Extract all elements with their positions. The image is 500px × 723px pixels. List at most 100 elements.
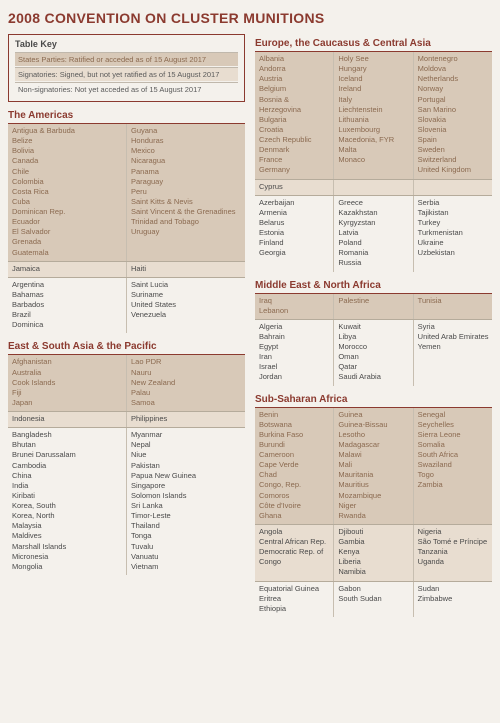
country-cell: Uruguay	[131, 227, 242, 237]
country-subcolumn: Haiti	[126, 262, 245, 277]
country-subcolumn: DjiboutiGambiaKenyaLiberiaNamibia	[333, 525, 412, 581]
country-cell: Cameroon	[259, 450, 330, 460]
key-ratified: States Parties: Ratified or acceded as o…	[15, 52, 238, 66]
country-cell: Pakistan	[131, 461, 242, 471]
band-signatory: JamaicaHaiti	[8, 261, 245, 277]
key-signatory: Signatories: Signed, but not yet ratifie…	[15, 67, 238, 81]
country-cell: Equatorial Guinea	[259, 584, 330, 594]
country-cell: Singapore	[131, 481, 242, 491]
country-cell: Micronesia	[12, 552, 123, 562]
country-cell: Germany	[259, 165, 330, 175]
band-nonsig: AzerbaijanArmeniaBelarusEstoniaFinlandGe…	[255, 195, 492, 272]
country-cell: Russia	[338, 258, 409, 268]
country-cell: Qatar	[338, 362, 409, 372]
country-cell: Nigeria	[418, 527, 489, 537]
country-subcolumn: KuwaitLibyaMoroccoOmanQatarSaudi Arabia	[333, 320, 412, 386]
country-cell: Colombia	[12, 177, 123, 187]
country-cell: Albania	[259, 54, 330, 64]
country-cell: Malta	[338, 145, 409, 155]
country-cell: Côte d'Ivoire	[259, 501, 330, 511]
country-cell: Swaziland	[418, 460, 489, 470]
country-cell: Uzbekistan	[418, 248, 489, 258]
country-cell: France	[259, 155, 330, 165]
country-cell: Gabon	[338, 584, 409, 594]
country-cell: South Sudan	[338, 594, 409, 604]
country-cell: Belgium	[259, 84, 330, 94]
country-cell: Saint Lucia	[131, 280, 242, 290]
key-nonsig: Non-signatories: Not yet acceded as of 1…	[15, 82, 238, 96]
region-title-europe: Europe, the Caucasus & Central Asia	[255, 38, 492, 49]
country-cell: Mozambique	[338, 491, 409, 501]
band-ratified: Antigua & BarbudaBelizeBoliviaCanadaChil…	[8, 124, 245, 261]
region-title-americas: The Americas	[8, 110, 245, 121]
country-cell: Peru	[131, 187, 242, 197]
main-columns: Table Key States Parties: Ratified or ac…	[8, 34, 492, 625]
country-cell: Azerbaijan	[259, 198, 330, 208]
country-subcolumn	[333, 180, 412, 195]
country-cell: Mauritius	[338, 480, 409, 490]
country-cell: Latvia	[338, 228, 409, 238]
country-cell: Brunei Darussalam	[12, 450, 123, 460]
country-cell: Sri Lanka	[131, 501, 242, 511]
country-subcolumn: NigeriaSão Tomé e PríncipeTanzaniaUganda	[413, 525, 492, 581]
country-cell: India	[12, 481, 123, 491]
band-nonsig: AlgeriaBahrainEgyptIranIsraelJordanKuwai…	[255, 319, 492, 386]
region-europe: AlbaniaAndorraAustriaBelgiumBosnia & Her…	[255, 51, 492, 272]
country-cell: Guinea	[338, 410, 409, 420]
country-cell: China	[12, 471, 123, 481]
country-cell: Eritrea	[259, 594, 330, 604]
country-cell: Vietnam	[131, 562, 242, 572]
country-subcolumn: GuineaGuinea-BissauLesothoMadagascarMala…	[333, 408, 412, 524]
country-subcolumn: Lao PDRNauruNew ZealandPalauSamoa	[126, 355, 245, 411]
country-cell: Hungary	[338, 64, 409, 74]
country-cell: Malawi	[338, 450, 409, 460]
country-subcolumn: SenegalSeychellesSierra LeoneSomaliaSout…	[413, 408, 492, 524]
country-cell: Indonesia	[12, 414, 123, 424]
country-cell: Belize	[12, 136, 123, 146]
country-cell: Samoa	[131, 398, 242, 408]
country-cell: Niger	[338, 501, 409, 511]
country-cell: Tunisia	[418, 296, 489, 306]
country-subcolumn: AlbaniaAndorraAustriaBelgiumBosnia & Her…	[255, 52, 333, 179]
country-cell: Portugal	[418, 95, 489, 105]
country-cell: Zambia	[418, 480, 489, 490]
country-subcolumn: Holy SeeHungaryIcelandIrelandItalyLiecht…	[333, 52, 412, 179]
country-cell: Guyana	[131, 126, 242, 136]
country-cell: San Marino	[418, 105, 489, 115]
country-cell: United States	[131, 300, 242, 310]
country-cell: Italy	[338, 95, 409, 105]
region-title-mena: Middle East & North Africa	[255, 280, 492, 291]
country-cell: Georgia	[259, 248, 330, 258]
country-cell: Papua New Guinea	[131, 471, 242, 481]
left-column: Table Key States Parties: Ratified or ac…	[8, 34, 245, 625]
country-cell: Chad	[259, 470, 330, 480]
country-cell: Haiti	[131, 264, 242, 274]
country-cell: Philippines	[131, 414, 242, 424]
country-cell: Israel	[259, 362, 330, 372]
country-cell: Spain	[418, 135, 489, 145]
country-cell: Australia	[12, 368, 123, 378]
country-cell: Estonia	[259, 228, 330, 238]
country-cell: Korea, South	[12, 501, 123, 511]
country-cell: Lesotho	[338, 430, 409, 440]
country-cell: Myanmar	[131, 430, 242, 440]
country-cell: Lebanon	[259, 306, 330, 316]
country-cell: Antigua & Barbuda	[12, 126, 123, 136]
country-cell: Poland	[338, 238, 409, 248]
country-cell: Bangladesh	[12, 430, 123, 440]
country-cell: Comoros	[259, 491, 330, 501]
country-cell: Vanuatu	[131, 552, 242, 562]
country-subcolumn: BeninBotswanaBurkina FasoBurundiCameroon…	[255, 408, 333, 524]
country-cell: Algeria	[259, 322, 330, 332]
country-subcolumn: Antigua & BarbudaBelizeBoliviaCanadaChil…	[8, 124, 126, 261]
country-cell: New Zealand	[131, 378, 242, 388]
country-cell: Malaysia	[12, 521, 123, 531]
band-signatory: Cyprus	[255, 179, 492, 195]
country-subcolumn: Tunisia	[413, 294, 492, 319]
country-cell: Saudi Arabia	[338, 372, 409, 382]
country-cell: Turkmenistan	[418, 228, 489, 238]
country-cell: Turkey	[418, 218, 489, 228]
country-cell: Cook Islands	[12, 378, 123, 388]
country-subcolumn: SyriaUnited Arab EmiratesYemen	[413, 320, 492, 386]
country-cell: Saint Vincent & the Grenadines	[131, 207, 242, 217]
